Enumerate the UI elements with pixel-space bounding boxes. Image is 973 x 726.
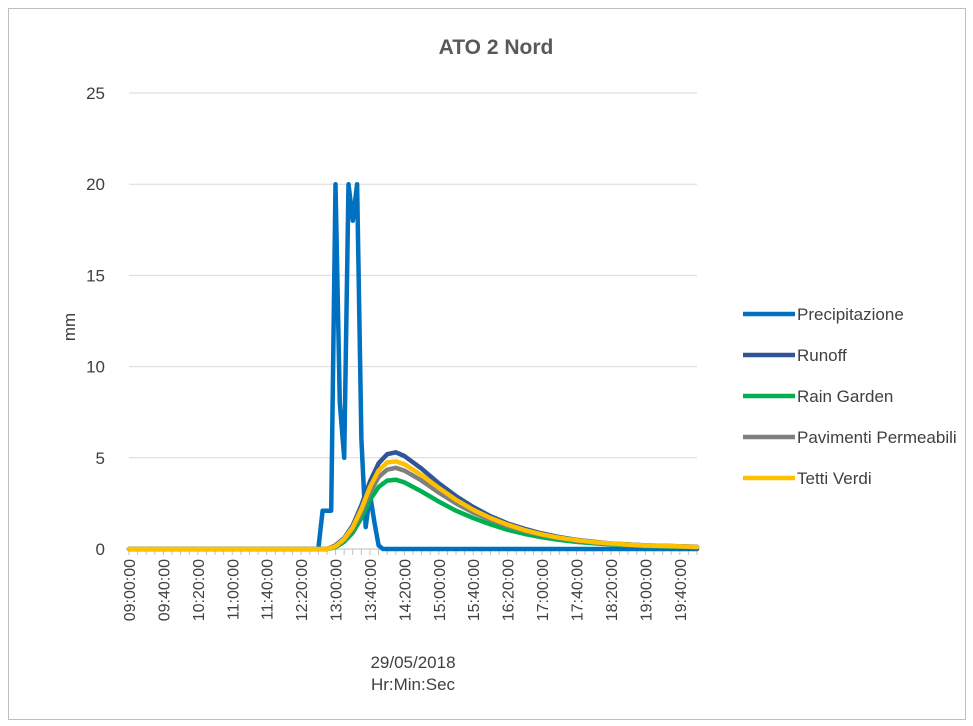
x-tick-label: 18:20:00 <box>604 559 621 621</box>
x-tick-label: 16:20:00 <box>501 559 518 621</box>
x-tick-label: 11:00:00 <box>225 559 242 620</box>
y-tick-label: 20 <box>86 175 105 194</box>
series-line-tetti-verdi <box>126 459 700 552</box>
chart-area: ATO 2 Nord 0 5 10 15 20 25 mm 09:00:00 09:40:0… <box>8 8 966 720</box>
x-tick-label: 17:00:00 <box>535 559 552 621</box>
legend: Precipitazione Runoff Rain Garden Pavimenti… <box>743 305 957 488</box>
x-tick-label: 13:00:00 <box>329 559 346 621</box>
y-tick-label: 10 <box>86 358 105 377</box>
x-tick-label: 19:40:00 <box>673 559 690 621</box>
legend-label: Pavimenti Permeabili <box>797 428 957 447</box>
gridlines <box>129 92 697 459</box>
y-axis-label: mm <box>60 313 79 341</box>
series-line-precipitazione <box>126 181 700 552</box>
x-tick-label: 13:40:00 <box>363 559 380 621</box>
x-tick-label: 15:40:00 <box>466 559 483 621</box>
series-line-rain-garden <box>126 477 700 552</box>
y-tick-label: 25 <box>86 84 105 103</box>
y-axis-ticks: 0 5 10 15 20 25 <box>86 84 105 559</box>
x-tick-label: 15:00:00 <box>432 559 449 621</box>
y-tick-label: 5 <box>96 449 105 468</box>
x-tick-label: 11:40:00 <box>260 559 277 620</box>
chart-title: ATO 2 Nord <box>439 36 554 59</box>
series-lines <box>126 181 700 552</box>
x-tick-label: 12:20:00 <box>294 559 311 621</box>
x-axis-ticks: 09:00:00 09:40:00 10:20:00 11:00:00 11:40:00… <box>122 559 690 621</box>
x-axis-label-unit: Hr:Min:Sec <box>371 675 456 694</box>
legend-label: Runoff <box>797 346 847 365</box>
legend-label: Precipitazione <box>797 305 904 324</box>
legend-label: Rain Garden <box>797 387 893 406</box>
x-tick-label: 19:00:00 <box>638 559 655 621</box>
x-tick-label: 10:20:00 <box>191 559 208 621</box>
legend-label: Tetti Verdi <box>797 469 872 488</box>
x-axis-label-date: 29/05/2018 <box>370 653 455 672</box>
series-line-pavimenti-permeabili <box>126 465 700 552</box>
y-tick-label: 0 <box>96 540 105 559</box>
chart-svg: ATO 2 Nord 0 5 10 15 20 25 mm 09:00:00 09:40:0… <box>60 36 957 694</box>
x-tick-label: 17:40:00 <box>570 559 587 621</box>
x-tick-label: 09:40:00 <box>156 559 173 621</box>
series-line-runoff <box>126 450 700 552</box>
x-tick-label: 14:20:00 <box>397 559 414 621</box>
x-tick-label: 09:00:00 <box>122 559 139 621</box>
y-tick-label: 15 <box>86 266 105 285</box>
